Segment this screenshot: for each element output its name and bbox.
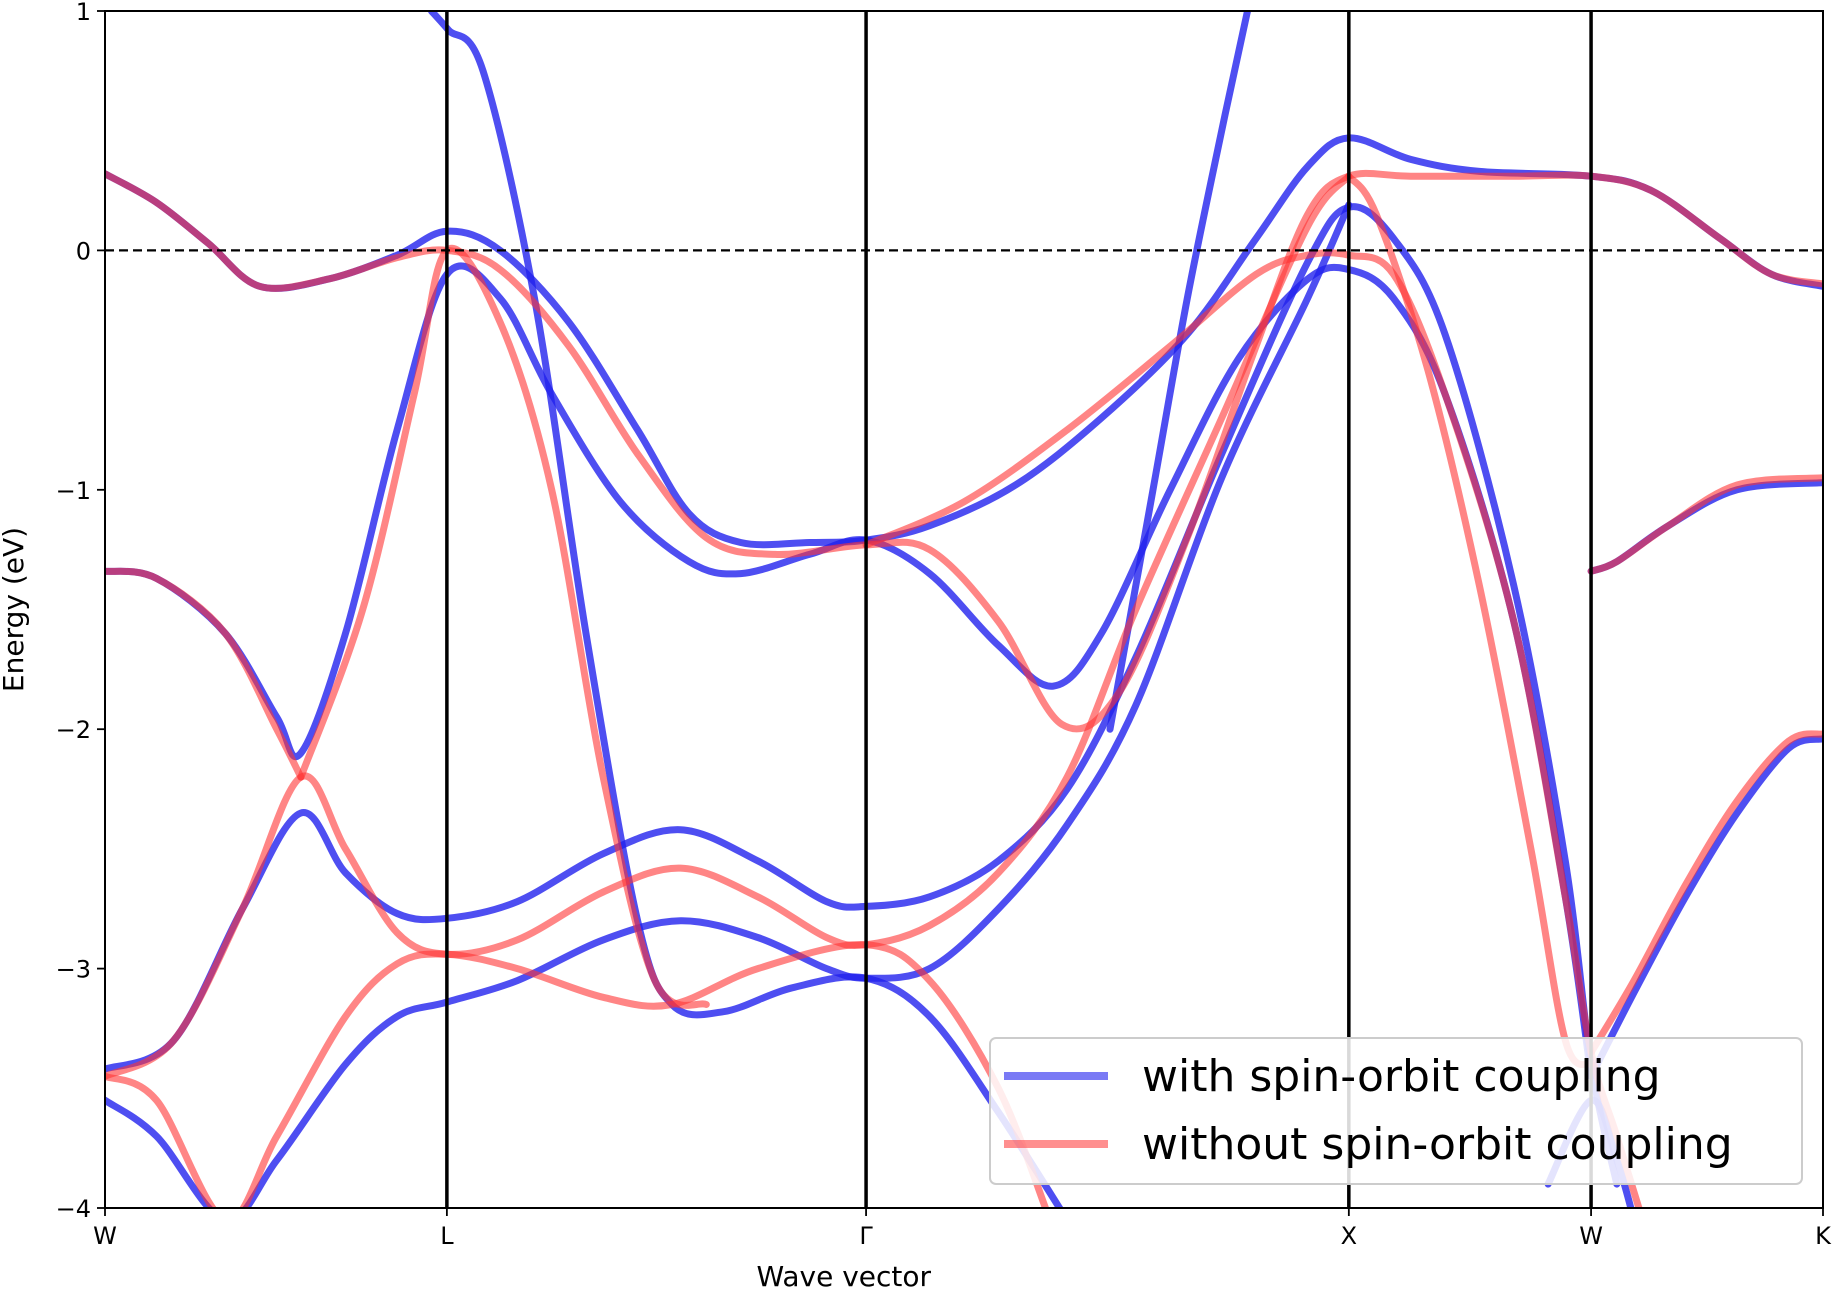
axes-frame [104, 10, 1824, 1209]
x-tick-label: X [1341, 1222, 1357, 1250]
high-symmetry-lines [445, 11, 1593, 1208]
band-line [297, 244, 710, 1009]
band-line [1587, 474, 1823, 575]
x-tick-label: K [1815, 1222, 1832, 1250]
band-line [105, 203, 1621, 1188]
legend-box [989, 1037, 1803, 1185]
x-tick-label: L [440, 1222, 454, 1250]
x-tick-label: W [1579, 1222, 1603, 1250]
band-line [105, 172, 1353, 1080]
band-line [1106, 11, 1251, 733]
band-line [105, 201, 1353, 1208]
x-tick-label: Γ [859, 1222, 873, 1250]
x-axis-label: Wave vector [756, 1260, 931, 1293]
ticks: 10−1−2−3−4W L Γ X W K [56, 0, 1833, 1250]
band-line [105, 169, 1823, 733]
y-axis-label: Energy (eV) [0, 527, 30, 692]
y-tick-label: 1 [76, 0, 91, 26]
x-tick-label: W [93, 1222, 117, 1250]
band-line [1587, 735, 1823, 1080]
y-tick-label: −1 [56, 477, 91, 505]
y-tick-label: −4 [56, 1195, 91, 1223]
legend-label: with spin-orbit coupling [1142, 1051, 1661, 1102]
legend: with spin-orbit coupling without spin-orb… [989, 1037, 1803, 1185]
y-tick-label: −2 [56, 716, 91, 744]
band-line [105, 567, 305, 781]
band-line [105, 941, 1050, 1208]
legend-label: without spin-orbit coupling [1142, 1119, 1733, 1170]
band-line [1587, 730, 1823, 1056]
y-tick-label: 0 [76, 237, 91, 265]
series-without-soc [105, 169, 1823, 1208]
band-line [1345, 172, 1595, 1069]
axes [104, 10, 1824, 1209]
y-tick-label: −3 [56, 956, 91, 984]
